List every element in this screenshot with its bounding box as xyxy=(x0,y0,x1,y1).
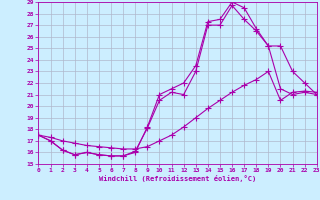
X-axis label: Windchill (Refroidissement éolien,°C): Windchill (Refroidissement éolien,°C) xyxy=(99,175,256,182)
